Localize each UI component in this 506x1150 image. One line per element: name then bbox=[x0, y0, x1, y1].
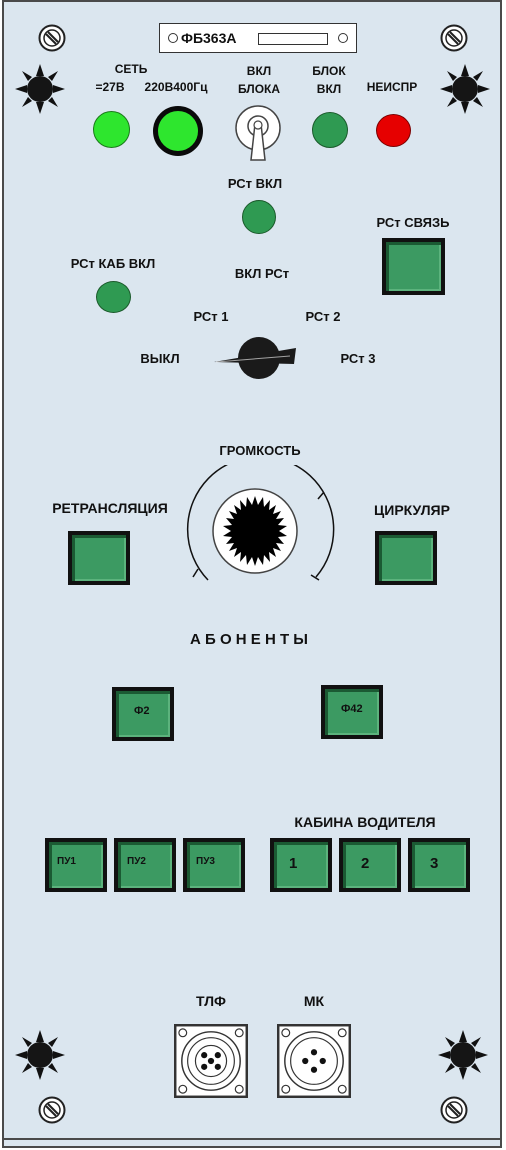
retranslation-label: РЕТРАНСЛЯЦИЯ bbox=[52, 500, 168, 516]
volume-label: ГРОМКОСТЬ bbox=[219, 443, 301, 458]
neispr-label: НЕИСПР bbox=[366, 80, 418, 94]
plate-hole-left bbox=[168, 33, 178, 43]
panel-light-icon bbox=[15, 1030, 65, 1080]
cabin-3-button[interactable]: 3 bbox=[408, 838, 470, 892]
screw-icon bbox=[440, 1096, 468, 1124]
dc27-label: =27В bbox=[95, 80, 125, 94]
rst-svyaz-button[interactable] bbox=[382, 238, 445, 295]
ac220-lamp bbox=[153, 106, 203, 156]
plate-hole-right bbox=[338, 33, 348, 43]
vkl-bloka-label: ВКЛ БЛОКА bbox=[237, 64, 281, 96]
rst2-label: РСт 2 bbox=[305, 309, 341, 324]
retranslation-button[interactable] bbox=[68, 531, 130, 585]
model-plate-text: ФБ363А bbox=[181, 30, 237, 46]
pu1-button-label: ПУ1 bbox=[57, 856, 76, 867]
f2-button[interactable]: Ф2 bbox=[112, 687, 174, 741]
rst-rotary-selector[interactable] bbox=[210, 334, 300, 382]
rst-kab-vkl-lamp bbox=[96, 281, 131, 313]
vykl-label: ВЫКЛ bbox=[140, 351, 180, 366]
rst3-label: РСт 3 bbox=[340, 351, 376, 366]
vkl-rst-label: ВКЛ РСт bbox=[234, 266, 290, 281]
cabin-2-button[interactable]: 2 bbox=[339, 838, 401, 892]
circular-label: ЦИРКУЛЯР bbox=[374, 502, 450, 518]
pu1-button[interactable]: ПУ1 bbox=[45, 838, 107, 892]
panel-light-icon bbox=[438, 1030, 488, 1080]
plate-slot bbox=[258, 33, 328, 45]
cabin-1-button-label: 1 bbox=[289, 855, 298, 872]
pu2-button[interactable]: ПУ2 bbox=[114, 838, 176, 892]
mk-connector[interactable] bbox=[277, 1024, 351, 1098]
screw-icon bbox=[38, 24, 66, 52]
driver-cabin-title: КАБИНА ВОДИТЕЛЯ bbox=[294, 814, 436, 830]
tlf-connector[interactable] bbox=[174, 1024, 248, 1098]
ac220-label: 220В400Гц bbox=[144, 80, 208, 94]
pu3-button[interactable]: ПУ3 bbox=[183, 838, 245, 892]
f42-button-label: Ф42 bbox=[341, 703, 363, 715]
panel-light-icon bbox=[15, 64, 65, 114]
rst1-label: РСт 1 bbox=[193, 309, 229, 324]
rst-vkl-label: РСт ВКЛ bbox=[227, 176, 283, 191]
panel-bottom-strip bbox=[2, 1140, 502, 1148]
rst-svyaz-label: РСт СВЯЗЬ bbox=[376, 215, 450, 230]
rst-kab-vkl-label: РСт КАБ ВКЛ bbox=[70, 256, 156, 271]
toggle-switch[interactable] bbox=[232, 104, 284, 164]
blok-vkl-label: БЛОК ВКЛ bbox=[312, 64, 346, 96]
f42-button[interactable]: Ф42 bbox=[321, 685, 383, 739]
cabin-2-button-label: 2 bbox=[361, 855, 370, 872]
f2-button-label: Ф2 bbox=[134, 705, 150, 717]
mk-label: МК bbox=[303, 993, 325, 1009]
cabin-3-button-label: 3 bbox=[430, 855, 439, 872]
neispr-lamp bbox=[376, 114, 411, 147]
tlf-label: ТЛФ bbox=[196, 993, 226, 1009]
rst-vkl-lamp bbox=[242, 200, 276, 234]
subscribers-title: А Б О Н Е Н Т Ы bbox=[190, 631, 308, 648]
set-label: СЕТЬ bbox=[114, 62, 148, 76]
panel-light-icon bbox=[440, 64, 490, 114]
screw-icon bbox=[440, 24, 468, 52]
dc27-lamp bbox=[93, 111, 130, 148]
volume-knob[interactable] bbox=[178, 465, 338, 595]
cabin-1-button[interactable]: 1 bbox=[270, 838, 332, 892]
circular-button[interactable] bbox=[375, 531, 437, 585]
pu3-button-label: ПУ3 bbox=[196, 856, 215, 867]
pu2-button-label: ПУ2 bbox=[127, 856, 146, 867]
blok-vkl-lamp bbox=[312, 112, 348, 148]
model-plate: ФБ363А bbox=[159, 23, 357, 53]
screw-icon bbox=[38, 1096, 66, 1124]
